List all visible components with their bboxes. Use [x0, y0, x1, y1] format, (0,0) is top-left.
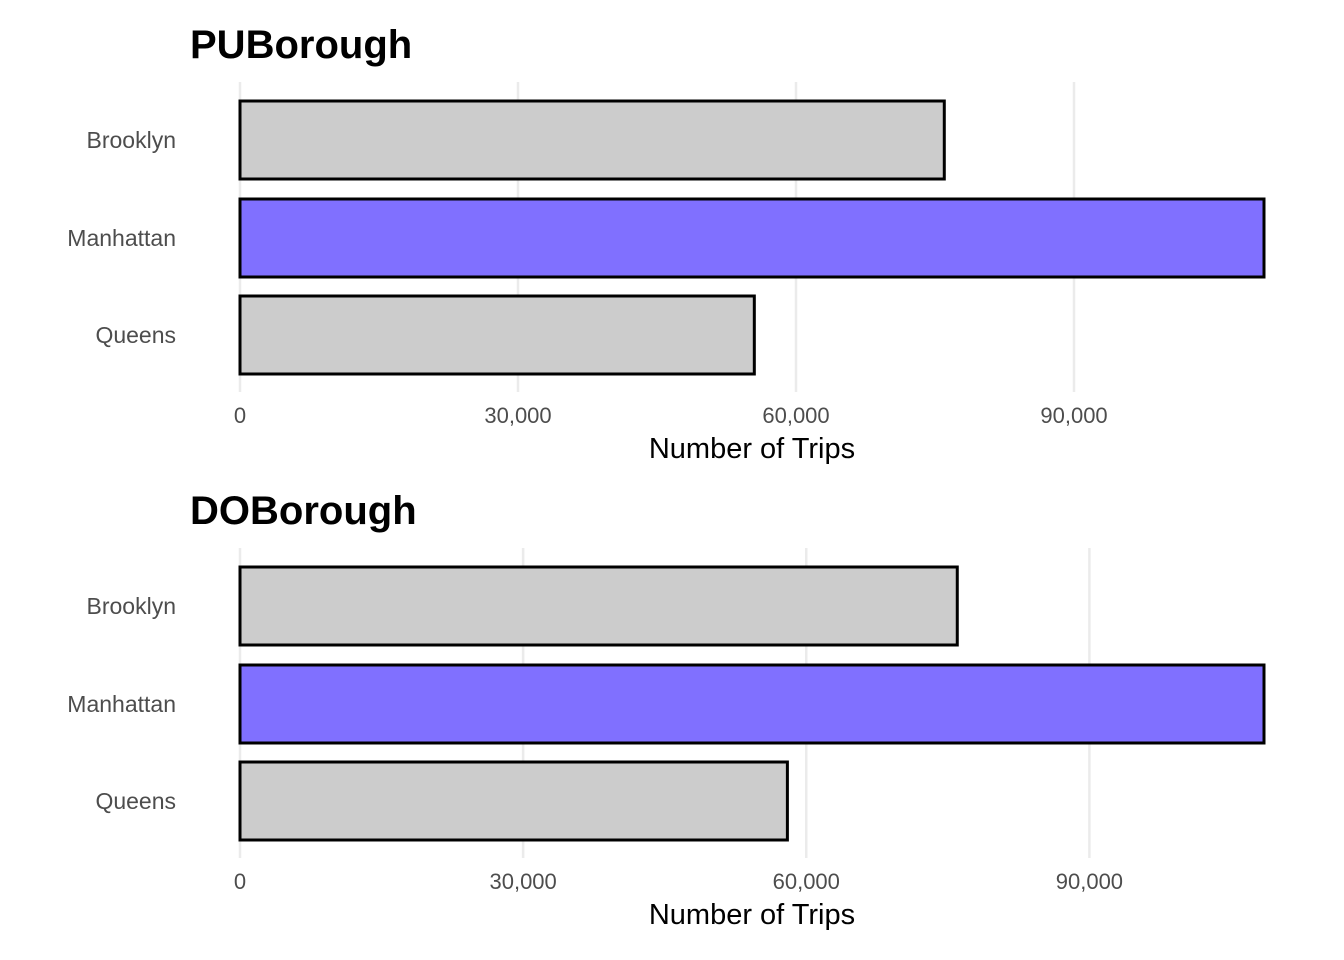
bar-brooklyn: [238, 565, 959, 647]
category-label: Queens: [95, 322, 176, 348]
bar-queens: [238, 294, 756, 376]
x-tick-label: 30,000: [489, 869, 556, 894]
bars: [238, 99, 1266, 376]
bars: [238, 565, 1266, 842]
x-tick-label: 0: [234, 869, 246, 894]
bar-queens: [238, 760, 789, 842]
x-tick-label: 0: [234, 403, 246, 428]
x-tick-label: 90,000: [1056, 869, 1123, 894]
x-tick-labels: 0 30,000 60,000 90,000: [234, 869, 1123, 894]
chart-title: DOBorough: [190, 489, 417, 533]
category-label: Brooklyn: [87, 127, 176, 153]
x-tick-label: 60,000: [773, 869, 840, 894]
x-tick-label: 30,000: [484, 403, 551, 428]
category-label: Queens: [95, 788, 176, 814]
bar-manhattan: [238, 197, 1266, 279]
category-label: Brooklyn: [87, 593, 176, 619]
category-label: Manhattan: [67, 691, 176, 717]
category-label: Manhattan: [67, 225, 176, 251]
category-labels: Brooklyn Manhattan Queens: [67, 593, 176, 814]
x-tick-labels: 0 30,000 60,000 90,000: [234, 403, 1108, 428]
bar-brooklyn: [238, 99, 946, 181]
x-tick-label: 90,000: [1040, 403, 1107, 428]
bar-manhattan: [238, 663, 1266, 745]
do-borough-chart: DOBorough Brooklyn Manhattan Queens 0 30…: [67, 489, 1266, 931]
chart-title: PUBorough: [190, 23, 412, 67]
pu-borough-chart: PUBorough Brooklyn Manhattan Queens 0 30…: [67, 23, 1266, 465]
x-axis-title: Number of Trips: [649, 433, 855, 465]
x-tick-label: 60,000: [762, 403, 829, 428]
x-axis-title: Number of Trips: [649, 899, 855, 931]
category-labels: Brooklyn Manhattan Queens: [67, 127, 176, 348]
